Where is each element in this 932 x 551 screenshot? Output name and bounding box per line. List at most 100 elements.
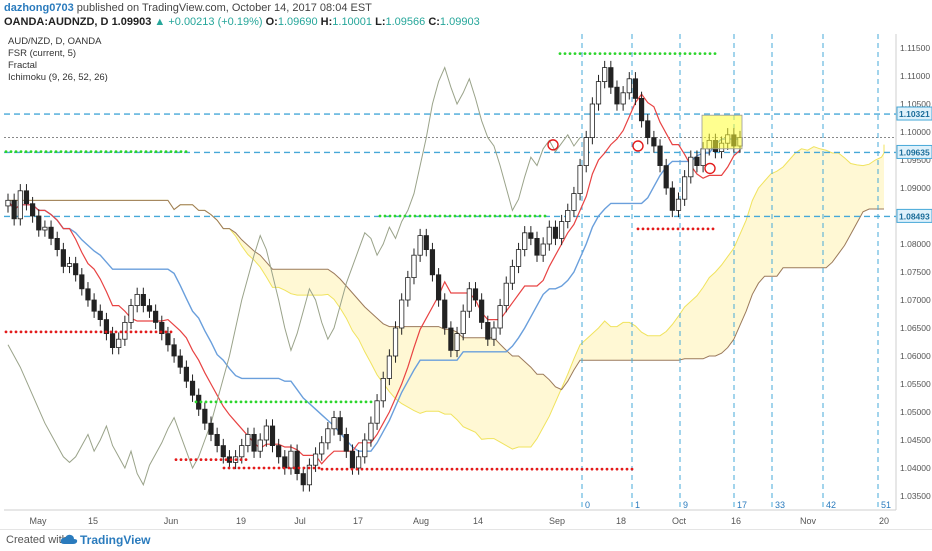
candle-body [417,235,423,256]
candle-body [239,445,245,458]
candle-body [294,450,300,475]
y-tick-label: 1.09500 [900,155,931,165]
resistance-dot [408,214,412,218]
x-tick-label: Oct [672,516,687,526]
support-dot [620,467,624,471]
support-dot [425,467,429,471]
resistance-dot [613,52,617,55]
support-dot [480,467,484,471]
support-dot [59,330,63,334]
support-dot [89,330,93,334]
candle-body [356,456,362,469]
candle-body [583,137,589,167]
candle-body [472,288,479,301]
resistance-dot [24,150,28,154]
resistance-dot [638,52,642,55]
candle-body [54,237,60,250]
resistance-dot [628,52,632,55]
x-tick-label: Jun [164,516,179,526]
candle-body [620,92,626,105]
support-dot [595,467,599,471]
support-dot [282,466,286,470]
resistance-dot [498,214,502,218]
resistance-dot [413,214,417,218]
vertical-line-label: 9 [683,500,688,510]
candle-body [251,433,257,452]
y-tick-label: 1.09000 [900,183,931,193]
support-dot [345,467,349,471]
chikou-span [7,66,581,487]
resistance-dot [558,52,562,55]
candle-body [202,408,208,424]
support-dot [545,467,549,471]
x-tick-label: May [29,516,47,526]
support-dot [292,466,296,470]
candle-body [282,456,288,469]
support-dot [636,227,640,231]
resistance-dot [473,214,477,218]
support-dot [610,467,614,471]
support-dot [375,467,379,471]
resistance-dot [369,400,373,404]
tradingview-logo-text[interactable]: TradingView [80,533,151,547]
vertical-line-label: 17 [737,500,747,510]
candle-body [602,67,608,82]
resistance-dot [144,150,148,154]
candle-body [435,274,442,301]
resistance-dot [264,400,268,404]
resistance-dot [59,150,63,154]
resistance-dot [643,52,647,55]
support-dot [79,330,83,334]
resistance-dot [134,150,138,154]
resistance-dot [39,150,43,154]
support-dot [312,466,316,470]
candle-body [362,439,368,458]
candle-body [509,265,516,284]
y-tick-label: 1.06000 [900,351,931,361]
candle-body [675,198,682,211]
support-dot [505,467,509,471]
resistance-dot [618,52,622,55]
support-dot [99,330,103,334]
support-dot [224,458,228,461]
support-dot [174,458,178,461]
price-level-label: 1.09635 [899,147,930,157]
support-dot [540,467,544,471]
support-dot [570,467,574,471]
resistance-dot [209,400,213,404]
resistance-dot [493,214,497,218]
x-tick-label: 19 [236,516,246,526]
support-dot [124,330,128,334]
support-dot [335,467,339,471]
resistance-dot [688,52,692,55]
candle-body [559,221,565,239]
candle-body [60,249,66,267]
author-link[interactable]: dazhong0703 [4,2,74,14]
resistance-dot [259,400,263,404]
candle-body [485,321,491,340]
support-dot [615,467,619,471]
support-dot [307,466,311,470]
support-dot [430,467,434,471]
candle-body [405,277,411,301]
candle-body [399,299,405,329]
y-tick-label: 1.07000 [900,295,931,305]
support-dot [14,330,18,334]
resistance-dot [508,214,512,218]
signal-circle [632,140,644,152]
candle-body [5,199,11,207]
support-dot [575,467,579,471]
resistance-dot [279,400,283,404]
resistance-dot [289,400,293,404]
candle-body [694,156,700,166]
candle-body [116,338,122,349]
close-value: 1.09903 [439,16,480,28]
x-tick-label: Sep [549,516,565,526]
support-dot [666,227,670,231]
resistance-dot [344,400,348,404]
support-dot [676,227,680,231]
resistance-dot [443,214,447,218]
resistance-dot [309,400,313,404]
price-level-badge [896,106,932,121]
